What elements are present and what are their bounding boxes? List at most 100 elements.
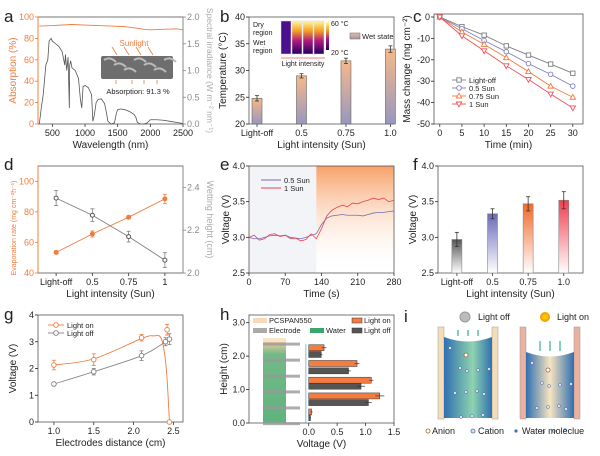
y-tick-label: 80 [24, 33, 34, 43]
thermal-image-strip [302, 20, 314, 55]
data-point [570, 70, 576, 76]
legend-marker [53, 322, 59, 328]
cation-particle [558, 383, 562, 387]
data-point [53, 195, 59, 201]
legend-label: 1 Sun [469, 100, 489, 109]
x-axis-label: Time (min) [485, 140, 532, 151]
x-tick-label: 1.5 [88, 426, 101, 436]
data-point [547, 91, 555, 98]
x-tick-label: 0.75 [337, 128, 355, 138]
legend-cation: Cation [478, 426, 504, 436]
data-point [570, 83, 576, 89]
data-point [89, 212, 95, 218]
thermal-image-strip [291, 20, 303, 55]
data-point [547, 61, 554, 67]
fiber [133, 57, 147, 63]
x-tick-label: 1.0 [384, 128, 397, 138]
cation-particle [530, 361, 534, 365]
container-wall-left [437, 326, 445, 420]
thermal-image-strip [313, 20, 325, 55]
light-on-region [316, 166, 394, 273]
cation-particle [569, 382, 573, 386]
legend-light-off: Light off [364, 326, 391, 335]
y2-tick-label: 1.0 [187, 66, 200, 76]
legend-marker [455, 92, 463, 99]
fiber [123, 67, 137, 73]
panel-label-c: c [413, 7, 422, 26]
y-tick-label: 35 [235, 39, 245, 49]
data-point [525, 52, 532, 58]
panel-label-a: a [4, 7, 14, 26]
y2-tick-label: 2.0 [187, 268, 200, 278]
data-point [162, 196, 168, 202]
wet-region-label: Wet [253, 40, 265, 47]
plot-frame-g [37, 314, 184, 423]
legend-swatch-light-off [351, 327, 363, 334]
bar [308, 351, 322, 358]
data-point [480, 48, 488, 55]
plot-frame-h [248, 314, 395, 424]
y-tick-label: 20 [24, 98, 34, 108]
legend-light-on: Light on [364, 316, 391, 325]
x-tick-label: 0.75 [120, 277, 138, 287]
series-line-right [55, 197, 166, 261]
fiber [143, 62, 157, 68]
x-axis-label: Voltage (V) [297, 439, 346, 450]
cation-particle [470, 414, 474, 418]
cation-particle [546, 405, 550, 409]
x-tick-label: 0.5 [331, 427, 344, 437]
y2-tick-label: 2.4 [187, 182, 200, 192]
x-axis-label: Wavelength (nm) [73, 140, 149, 151]
y2-tick-label: 2.2 [187, 225, 200, 235]
y-tick-label: 60 [24, 237, 34, 247]
legend-electrode: Electrode [269, 326, 301, 335]
cation-particle [563, 428, 567, 432]
y-tick-label: 1 [29, 390, 34, 400]
data-point [547, 71, 554, 78]
data-point [524, 77, 532, 84]
x-tick-label: 0 [437, 128, 442, 138]
cation-particle [557, 404, 561, 408]
legend-label: 0.75 Sun [469, 92, 499, 101]
cation-particle [541, 430, 545, 434]
light-off-region [249, 166, 317, 273]
data-point [166, 336, 173, 342]
data-point [162, 339, 169, 345]
y2-axis-label: Spectral irradiance (W m⁻² nm⁻¹) [205, 8, 215, 133]
y2-tick-label: 1.5 [187, 39, 200, 49]
data-point [126, 234, 132, 240]
legend-label: 0.5 Sun [284, 176, 310, 185]
fiber [163, 57, 177, 63]
x-tick-label: 0.5 [86, 277, 99, 287]
x-axis-label: Time (s) [303, 289, 339, 300]
data-point [53, 249, 59, 255]
data-point [138, 352, 145, 359]
bar [308, 360, 358, 367]
y2-tick-label: 2.0 [187, 12, 200, 22]
y-tick-label: 3.0 [232, 318, 245, 328]
x-axis-label: Light intensity (Sun) [466, 289, 554, 300]
y-tick-label: 4.0 [421, 161, 434, 171]
electrode [263, 374, 300, 378]
cation-particle [547, 384, 551, 388]
legend-label: Light off [67, 329, 94, 338]
legend-label: 1 Sun [284, 184, 304, 193]
x-tick-label: 2.0 [127, 426, 140, 436]
absorption-caption: Absorption: 91.3 % [106, 87, 170, 96]
x-tick-label: 2500 [173, 128, 193, 138]
bar [308, 367, 349, 375]
y-tick-label: 40 [24, 268, 34, 278]
y-tick-label: 0 [29, 119, 34, 129]
y-tick-label: 40 [235, 12, 245, 22]
container-wall-left [519, 326, 527, 420]
light-on-label: Light on [557, 312, 589, 322]
x-tick-label: 0.0 [302, 427, 315, 437]
panel-label-i: i [404, 307, 408, 326]
data-point [503, 43, 509, 49]
data-point [89, 231, 95, 237]
y-tick-label: 3.0 [232, 232, 245, 242]
legend-label: 0.5 Sun [469, 84, 495, 93]
data-point [503, 48, 510, 55]
